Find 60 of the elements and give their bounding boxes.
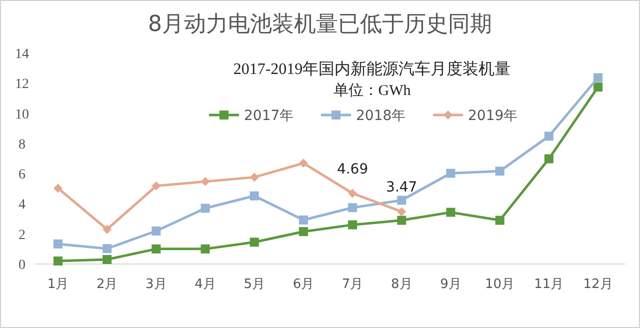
legend-label: 2019年 xyxy=(468,108,518,124)
point xyxy=(298,227,308,236)
point xyxy=(152,181,161,190)
point xyxy=(495,166,504,176)
y-tick-label: 2 xyxy=(18,228,26,243)
legend-label: 2017年 xyxy=(244,108,294,124)
point xyxy=(152,226,161,236)
x-tick-label: 11月 xyxy=(534,277,564,292)
x-tick-label: 3月 xyxy=(146,277,167,292)
point xyxy=(397,216,406,225)
x-tick-label: 10月 xyxy=(485,277,515,292)
point xyxy=(348,203,358,212)
data-label: 3.47 xyxy=(386,180,418,196)
y-tick-label: 14 xyxy=(15,47,29,62)
y-tick-label: 8 xyxy=(18,137,26,152)
data-label: 4.69 xyxy=(336,161,368,178)
point xyxy=(250,191,259,200)
x-tick-label: 1月 xyxy=(47,277,69,292)
point xyxy=(54,239,62,248)
x-tick-label: 2月 xyxy=(96,277,118,292)
point xyxy=(446,168,456,178)
x-tick-label: 12月 xyxy=(583,277,613,292)
y-tick-label: 12 xyxy=(15,77,29,92)
point xyxy=(446,208,456,217)
point xyxy=(594,73,602,82)
point xyxy=(200,244,210,254)
chart-title: 8月动力电池装机量已低于历史同期 xyxy=(148,12,492,37)
point xyxy=(544,154,554,164)
point xyxy=(152,244,161,254)
point xyxy=(102,244,112,254)
point xyxy=(54,184,62,193)
point xyxy=(348,188,358,198)
point xyxy=(200,177,210,186)
point xyxy=(298,158,308,168)
point xyxy=(594,82,602,92)
legend-label: 2018年 xyxy=(356,108,406,124)
y-tick-label: 6 xyxy=(18,168,26,183)
point xyxy=(102,254,112,264)
x-tick-label: 9月 xyxy=(440,277,462,292)
y-tick-label: 10 xyxy=(15,107,29,122)
point xyxy=(298,215,308,224)
point xyxy=(250,172,259,182)
annotation: 单位：GWh xyxy=(333,82,412,99)
x-tick-label: 6月 xyxy=(292,277,314,292)
x-tick-label: 8月 xyxy=(390,277,412,292)
point xyxy=(54,256,62,266)
x-tick-label: 7月 xyxy=(342,277,364,292)
chart-subtitle: 2017-2019年国内新能源汽车月度装机量 xyxy=(233,60,511,78)
point xyxy=(200,204,210,213)
point xyxy=(495,216,504,225)
y-tick-label: 0 xyxy=(18,258,26,273)
x-tick-label: 4月 xyxy=(194,277,216,292)
point xyxy=(397,196,406,205)
point xyxy=(544,132,554,141)
point xyxy=(348,220,358,230)
point xyxy=(250,238,259,247)
point xyxy=(102,224,112,234)
point xyxy=(397,207,406,216)
y-tick-label: 4 xyxy=(18,198,26,213)
x-tick-label: 5月 xyxy=(244,277,266,292)
